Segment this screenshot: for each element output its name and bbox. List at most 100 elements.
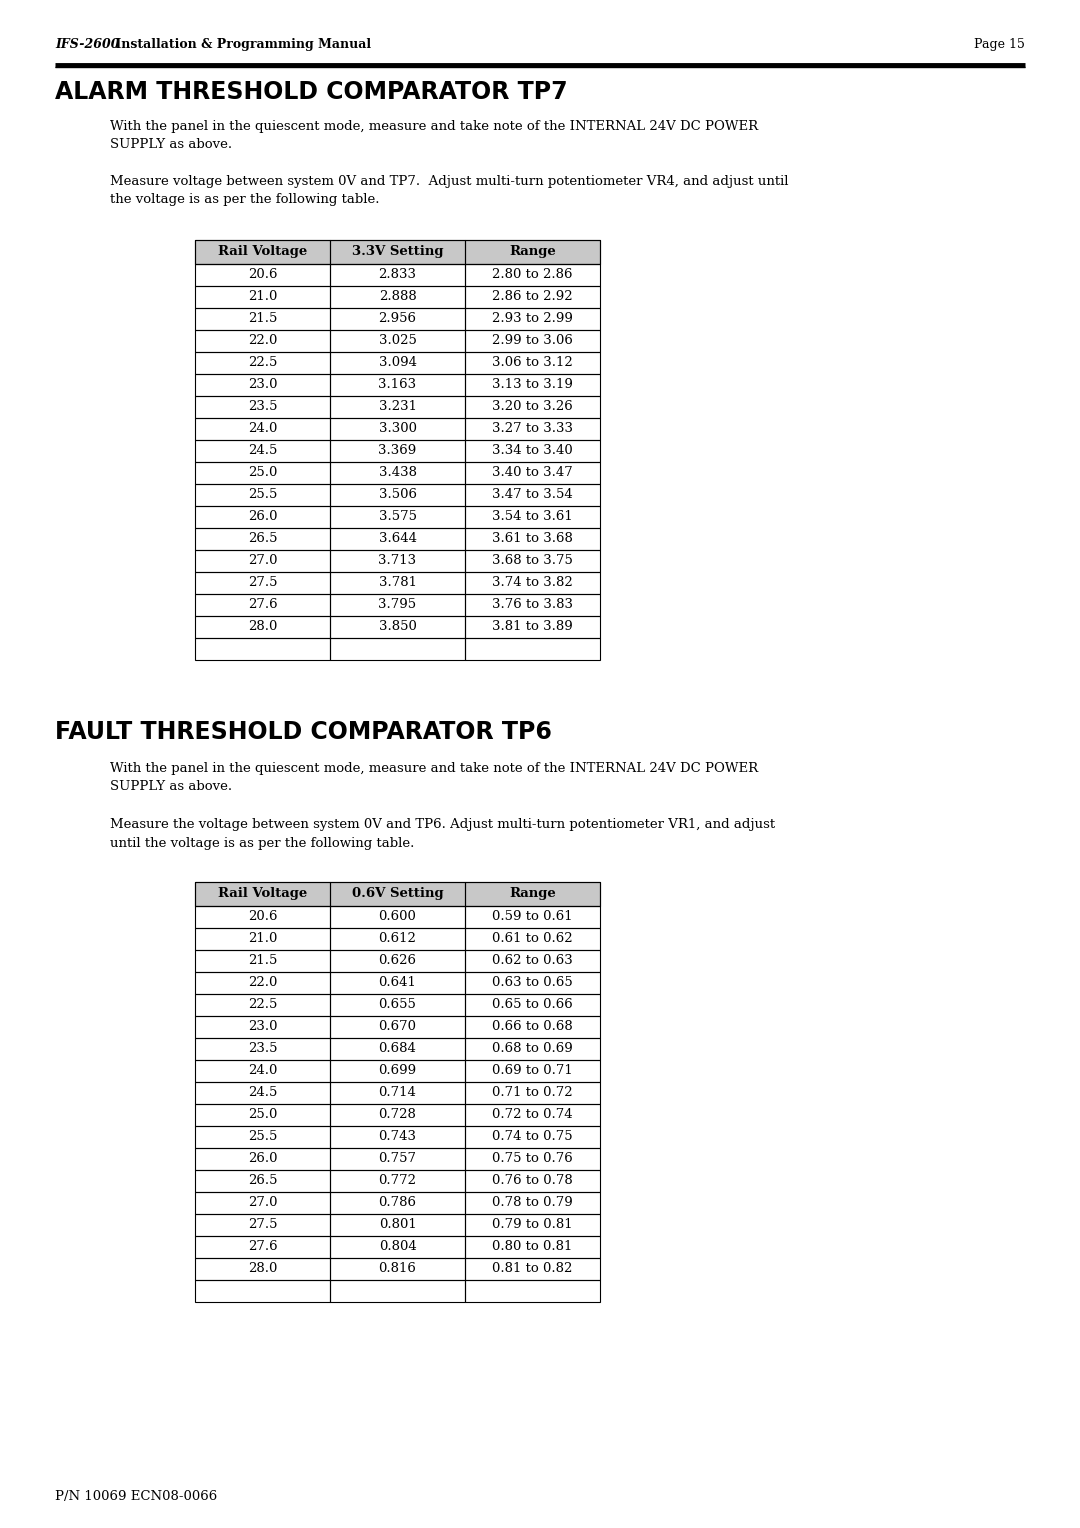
Bar: [330, 571, 465, 594]
Bar: [465, 351, 600, 374]
Bar: [330, 440, 465, 461]
Bar: [465, 882, 600, 906]
Text: 20.6: 20.6: [247, 269, 278, 281]
Text: 25.5: 25.5: [247, 1131, 278, 1143]
Bar: [195, 950, 330, 972]
Text: 22.0: 22.0: [247, 976, 278, 990]
Text: 20.6: 20.6: [247, 911, 278, 923]
Bar: [465, 440, 600, 461]
Text: 27.5: 27.5: [247, 576, 278, 590]
Bar: [465, 264, 600, 286]
Text: Rail Voltage: Rail Voltage: [218, 246, 307, 258]
Text: Page 15: Page 15: [974, 38, 1025, 50]
Text: 3.81 to 3.89: 3.81 to 3.89: [492, 620, 572, 634]
Bar: [330, 351, 465, 374]
Bar: [465, 1105, 600, 1126]
Bar: [195, 550, 330, 571]
Bar: [330, 550, 465, 571]
Bar: [330, 286, 465, 309]
Text: 22.5: 22.5: [247, 356, 278, 370]
Bar: [195, 1170, 330, 1192]
Bar: [330, 1038, 465, 1060]
Text: 26.5: 26.5: [247, 1175, 278, 1187]
Bar: [195, 1148, 330, 1170]
Text: 3.34 to 3.40: 3.34 to 3.40: [492, 445, 572, 457]
Bar: [465, 529, 600, 550]
Bar: [195, 1016, 330, 1038]
Text: 3.795: 3.795: [378, 599, 417, 611]
Text: 26.0: 26.0: [247, 1152, 278, 1166]
Text: 3.40 to 3.47: 3.40 to 3.47: [492, 466, 572, 480]
Text: 0.786: 0.786: [378, 1196, 417, 1210]
Text: 21.5: 21.5: [247, 955, 278, 967]
Text: 0.61 to 0.62: 0.61 to 0.62: [492, 932, 572, 946]
Text: 0.714: 0.714: [379, 1086, 417, 1100]
Text: 0.600: 0.600: [379, 911, 417, 923]
Bar: [195, 419, 330, 440]
Text: IFS-2600: IFS-2600: [55, 38, 120, 50]
Bar: [465, 419, 600, 440]
Bar: [195, 506, 330, 529]
Text: 24.5: 24.5: [247, 1086, 278, 1100]
Bar: [330, 264, 465, 286]
Text: 0.71 to 0.72: 0.71 to 0.72: [492, 1086, 572, 1100]
Bar: [465, 506, 600, 529]
Bar: [465, 616, 600, 639]
Bar: [330, 309, 465, 330]
Bar: [465, 639, 600, 660]
Text: 25.0: 25.0: [247, 466, 278, 480]
Text: 2.80 to 2.86: 2.80 to 2.86: [492, 269, 572, 281]
Bar: [195, 1236, 330, 1258]
Bar: [195, 240, 330, 264]
Text: 3.575: 3.575: [378, 510, 417, 524]
Bar: [465, 1280, 600, 1302]
Bar: [330, 594, 465, 616]
Text: 0.72 to 0.74: 0.72 to 0.74: [492, 1108, 572, 1122]
Bar: [465, 484, 600, 506]
Bar: [330, 972, 465, 995]
Text: 27.5: 27.5: [247, 1218, 278, 1232]
Text: 2.86 to 2.92: 2.86 to 2.92: [492, 290, 572, 304]
Bar: [330, 639, 465, 660]
Bar: [330, 461, 465, 484]
Bar: [330, 529, 465, 550]
Text: 24.0: 24.0: [247, 1065, 278, 1077]
Text: Range: Range: [509, 888, 556, 900]
Text: 0.801: 0.801: [379, 1218, 417, 1232]
Bar: [330, 506, 465, 529]
Bar: [330, 1215, 465, 1236]
Text: 3.74 to 3.82: 3.74 to 3.82: [492, 576, 572, 590]
Bar: [330, 882, 465, 906]
Text: 0.816: 0.816: [379, 1262, 417, 1276]
Bar: [465, 972, 600, 995]
Bar: [195, 1105, 330, 1126]
Bar: [465, 594, 600, 616]
Bar: [330, 1170, 465, 1192]
Text: 3.68 to 3.75: 3.68 to 3.75: [492, 555, 572, 567]
Bar: [465, 1170, 600, 1192]
Text: 3.025: 3.025: [379, 335, 417, 347]
Bar: [195, 1126, 330, 1148]
Bar: [330, 1258, 465, 1280]
Text: 27.6: 27.6: [247, 599, 278, 611]
Bar: [330, 1148, 465, 1170]
Text: 23.5: 23.5: [247, 1042, 278, 1056]
Bar: [195, 882, 600, 906]
Bar: [330, 1016, 465, 1038]
Bar: [465, 1258, 600, 1280]
Text: P/N 10069 ECN08-0066: P/N 10069 ECN08-0066: [55, 1490, 217, 1504]
Bar: [195, 264, 330, 286]
Text: 25.5: 25.5: [247, 489, 278, 501]
Bar: [195, 484, 330, 506]
Bar: [330, 1192, 465, 1215]
Text: 0.612: 0.612: [379, 932, 417, 946]
Bar: [330, 950, 465, 972]
Bar: [195, 882, 330, 906]
Text: 0.6V Setting: 0.6V Setting: [352, 888, 443, 900]
Bar: [330, 240, 465, 264]
Bar: [465, 1192, 600, 1215]
Bar: [195, 396, 330, 419]
Text: 3.3V Setting: 3.3V Setting: [352, 246, 443, 258]
Text: 0.66 to 0.68: 0.66 to 0.68: [492, 1021, 572, 1033]
Text: 24.0: 24.0: [247, 423, 278, 435]
